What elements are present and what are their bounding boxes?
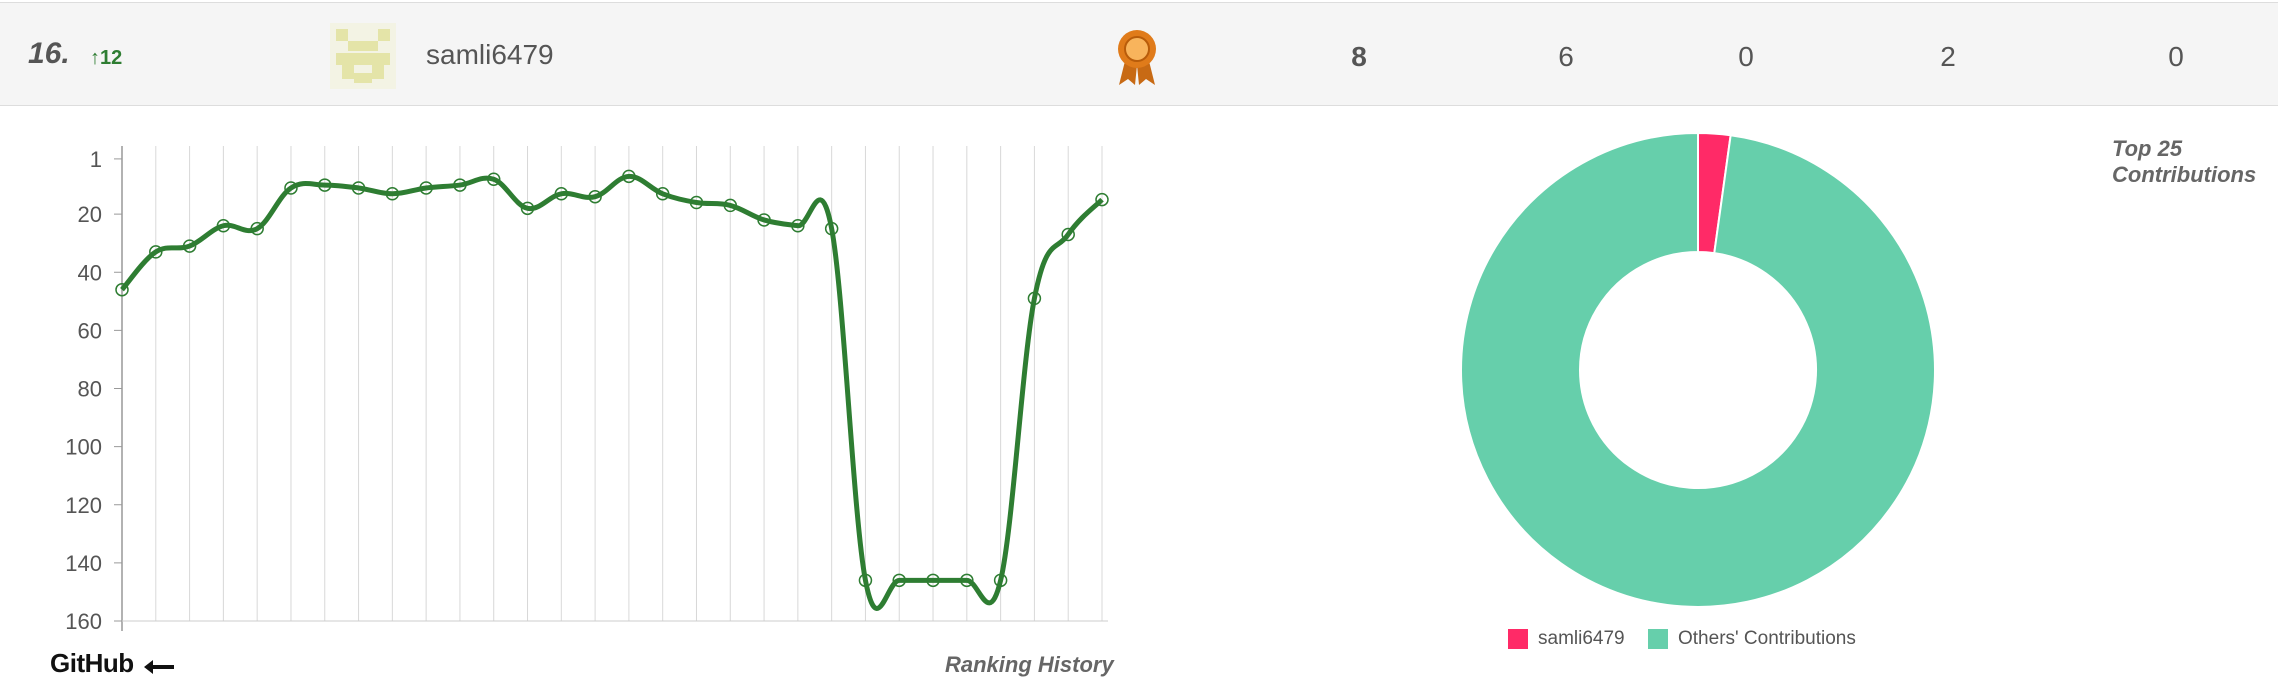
rank-change-value: 12 xyxy=(100,47,123,69)
data-point[interactable] xyxy=(182,239,197,253)
data-point[interactable] xyxy=(216,219,231,233)
data-point[interactable] xyxy=(1061,227,1075,242)
data-point[interactable] xyxy=(486,172,501,186)
y-tick-label: 140 xyxy=(65,551,102,576)
top-contributions-line2: Contributions xyxy=(2112,162,2257,187)
y-tick-label: 100 xyxy=(65,435,102,460)
ranking-line xyxy=(120,173,1104,611)
data-point[interactable] xyxy=(284,181,298,195)
data-point[interactable] xyxy=(791,219,805,233)
data-point[interactable] xyxy=(554,187,569,201)
legend-swatch-others xyxy=(1648,629,1668,649)
data-point[interactable] xyxy=(892,573,906,588)
data-point[interactable] xyxy=(723,198,738,213)
data-point[interactable] xyxy=(926,573,940,588)
y-tick-label: 1 xyxy=(90,147,102,172)
data-point[interactable] xyxy=(351,181,366,195)
y-tick-label: 160 xyxy=(65,609,102,634)
data-point[interactable] xyxy=(115,282,129,297)
stat-3: 0 xyxy=(1738,41,1754,72)
y-tick-label: 80 xyxy=(78,377,102,402)
data-point[interactable] xyxy=(993,573,1008,588)
y-tick-label: 60 xyxy=(78,318,102,343)
y-tick-label: 20 xyxy=(78,202,102,227)
rank-change: ↑12 xyxy=(90,47,122,70)
leaderboard-row: 16. ↑12 samli6479 8 6 0 2 0 xyxy=(0,2,2278,106)
data-point[interactable] xyxy=(588,189,602,204)
data-point[interactable] xyxy=(385,187,400,201)
stat-2: 6 xyxy=(1558,41,1574,72)
arrow-left-icon[interactable] xyxy=(144,660,174,674)
data-point[interactable] xyxy=(655,187,670,201)
y-tick-label: 40 xyxy=(78,260,102,285)
username-link[interactable]: samli6479 xyxy=(426,39,554,70)
legend-label-user: samli6479 xyxy=(1538,628,1625,649)
top-contributions-line1: Top 25 xyxy=(2112,136,2183,161)
data-point[interactable] xyxy=(318,178,332,192)
data-point[interactable] xyxy=(250,221,264,236)
medal-icon xyxy=(1118,30,1156,85)
legend-label-others: Others' Contributions xyxy=(1678,628,1856,649)
stat-1: 8 xyxy=(1351,41,1367,72)
data-point[interactable] xyxy=(757,213,771,227)
data-point[interactable] xyxy=(1027,291,1042,306)
stat-5: 0 xyxy=(2168,41,2184,72)
stat-4: 2 xyxy=(1940,41,1956,72)
rank-number: 16. xyxy=(28,37,70,70)
data-point[interactable] xyxy=(149,245,163,259)
legend-swatch-user xyxy=(1508,629,1528,649)
data-point[interactable] xyxy=(689,195,704,210)
contributions-donut-chart xyxy=(1460,131,1936,608)
slice-others[interactable] xyxy=(1460,131,1936,608)
data-point[interactable] xyxy=(960,573,974,588)
top-contributions-title: Top 25 Contributions xyxy=(2112,136,2256,188)
data-point[interactable] xyxy=(520,201,535,216)
data-point[interactable] xyxy=(858,573,873,588)
data-point[interactable] xyxy=(1095,192,1109,207)
arrow-up-icon: ↑ xyxy=(90,47,100,69)
data-point[interactable] xyxy=(824,221,839,236)
data-point[interactable] xyxy=(453,178,467,192)
data-point[interactable] xyxy=(419,181,433,195)
y-tick-label: 120 xyxy=(65,493,102,518)
legend-others[interactable]: Others' Contributions xyxy=(1648,628,1856,650)
legend-user[interactable]: samli6479 xyxy=(1508,628,1625,650)
avatar[interactable] xyxy=(330,23,396,89)
github-logo[interactable]: GitHub xyxy=(50,648,134,678)
data-point[interactable] xyxy=(622,169,636,184)
ranking-history-title: Ranking History xyxy=(945,652,1114,677)
